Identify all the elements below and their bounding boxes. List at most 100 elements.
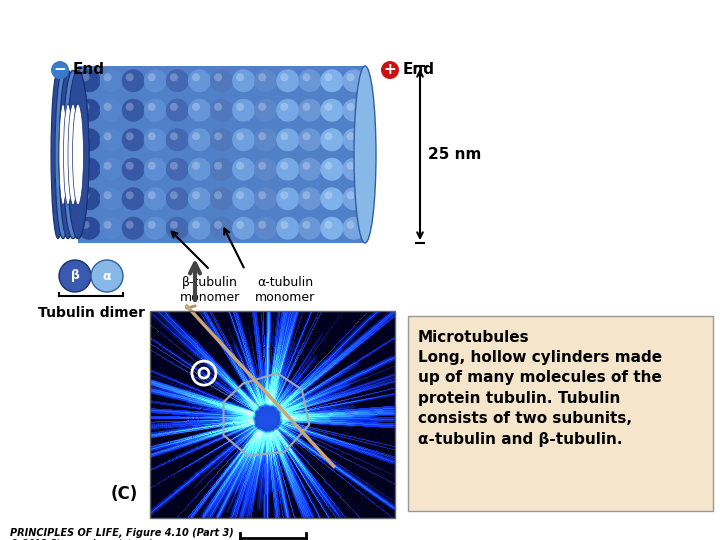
Circle shape — [258, 221, 266, 229]
Circle shape — [325, 221, 333, 229]
Circle shape — [346, 191, 354, 199]
Text: End: End — [73, 63, 105, 78]
Circle shape — [210, 187, 233, 210]
Ellipse shape — [55, 70, 71, 239]
Ellipse shape — [63, 104, 73, 205]
Circle shape — [192, 162, 200, 170]
Circle shape — [232, 158, 255, 181]
Circle shape — [170, 191, 178, 199]
Circle shape — [298, 69, 321, 92]
Circle shape — [166, 129, 189, 151]
Circle shape — [144, 69, 167, 92]
Circle shape — [298, 217, 321, 240]
Circle shape — [214, 191, 222, 199]
Circle shape — [232, 187, 255, 210]
Text: −: − — [53, 63, 66, 78]
Circle shape — [254, 129, 277, 151]
Circle shape — [210, 69, 233, 92]
Text: 25 nm: 25 nm — [428, 147, 482, 162]
Circle shape — [302, 73, 310, 82]
Circle shape — [276, 69, 300, 92]
Circle shape — [170, 132, 178, 140]
Circle shape — [122, 129, 145, 151]
Circle shape — [214, 132, 222, 140]
Ellipse shape — [59, 104, 67, 205]
Circle shape — [343, 129, 366, 151]
Circle shape — [192, 73, 200, 82]
Circle shape — [276, 129, 300, 151]
Ellipse shape — [67, 70, 89, 239]
Circle shape — [148, 73, 156, 82]
Circle shape — [302, 221, 310, 229]
Ellipse shape — [55, 70, 71, 239]
Circle shape — [280, 73, 288, 82]
Circle shape — [148, 221, 156, 229]
Circle shape — [302, 191, 310, 199]
Ellipse shape — [63, 104, 73, 205]
Circle shape — [254, 187, 277, 210]
Text: Long, hollow cylinders made
up of many molecules of the
protein tubulin. Tubulin: Long, hollow cylinders made up of many m… — [418, 350, 662, 447]
Circle shape — [320, 187, 343, 210]
Ellipse shape — [59, 70, 77, 239]
Circle shape — [166, 217, 189, 240]
Circle shape — [104, 162, 112, 170]
Circle shape — [188, 187, 211, 210]
Circle shape — [166, 187, 189, 210]
Circle shape — [258, 73, 266, 82]
Circle shape — [343, 187, 366, 210]
Circle shape — [99, 69, 122, 92]
Circle shape — [170, 103, 178, 111]
Circle shape — [325, 162, 333, 170]
Circle shape — [126, 132, 134, 140]
Circle shape — [302, 103, 310, 111]
Circle shape — [192, 132, 200, 140]
Circle shape — [320, 129, 343, 151]
Circle shape — [280, 162, 288, 170]
Ellipse shape — [73, 104, 84, 205]
Text: Figure 4.10  The Cytoskeleton (Part 3): Figure 4.10 The Cytoskeleton (Part 3) — [7, 5, 322, 24]
Circle shape — [81, 221, 89, 229]
Circle shape — [59, 260, 91, 292]
Circle shape — [210, 158, 233, 181]
Circle shape — [258, 162, 266, 170]
Circle shape — [232, 69, 255, 92]
Ellipse shape — [67, 70, 89, 239]
Bar — [150, 311, 395, 518]
Text: α: α — [103, 269, 112, 282]
Circle shape — [78, 217, 101, 240]
Circle shape — [144, 217, 167, 240]
Circle shape — [81, 162, 89, 170]
Circle shape — [214, 73, 222, 82]
Text: β-tubulin
monomer: β-tubulin monomer — [180, 276, 240, 304]
Circle shape — [126, 191, 134, 199]
Circle shape — [214, 221, 222, 229]
Circle shape — [320, 69, 343, 92]
Circle shape — [99, 187, 122, 210]
Text: α-tubulin
monomer: α-tubulin monomer — [255, 276, 315, 304]
Ellipse shape — [68, 104, 78, 205]
Circle shape — [148, 162, 156, 170]
Circle shape — [325, 132, 333, 140]
Circle shape — [170, 162, 178, 170]
Circle shape — [214, 103, 222, 111]
Circle shape — [298, 129, 321, 151]
Circle shape — [381, 61, 399, 79]
Circle shape — [276, 187, 300, 210]
Circle shape — [236, 162, 244, 170]
Circle shape — [144, 158, 167, 181]
Circle shape — [192, 221, 200, 229]
Circle shape — [78, 158, 101, 181]
Circle shape — [343, 217, 366, 240]
Circle shape — [99, 217, 122, 240]
Ellipse shape — [63, 70, 83, 239]
Circle shape — [258, 132, 266, 140]
Circle shape — [236, 132, 244, 140]
Circle shape — [236, 191, 244, 199]
Circle shape — [346, 221, 354, 229]
Circle shape — [276, 99, 300, 122]
Circle shape — [81, 132, 89, 140]
Circle shape — [104, 73, 112, 82]
Circle shape — [104, 103, 112, 111]
Text: Tubulin dimer: Tubulin dimer — [37, 306, 145, 320]
Ellipse shape — [63, 70, 83, 239]
